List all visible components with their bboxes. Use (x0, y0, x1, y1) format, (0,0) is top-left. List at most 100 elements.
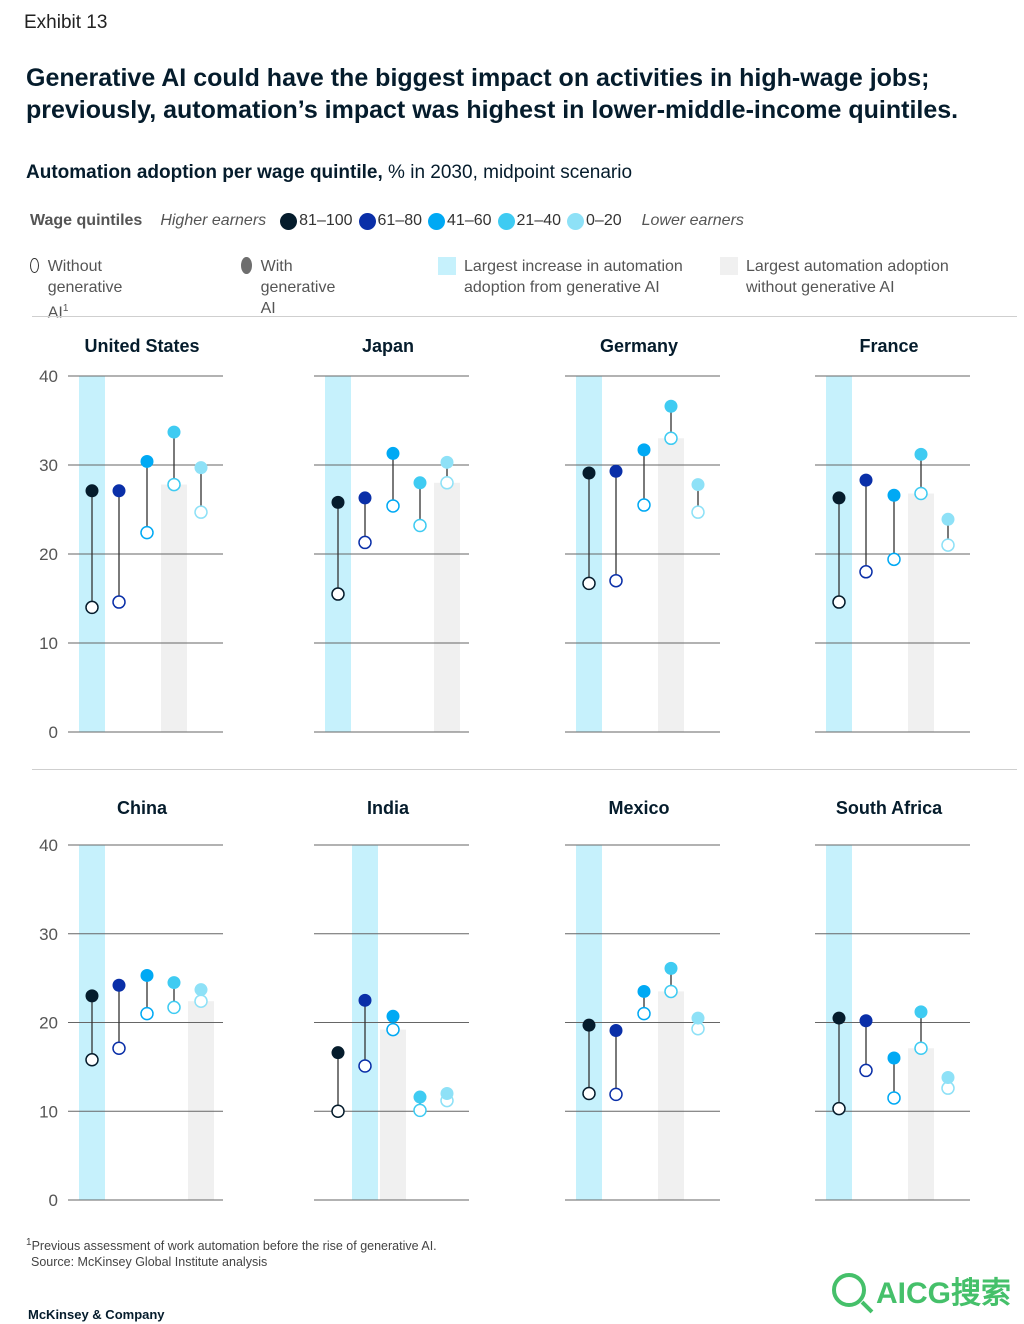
with-genai-point (386, 1009, 400, 1023)
without-genai-point (331, 1104, 345, 1118)
source-text: Source: McKinsey Global Institute analys… (31, 1255, 268, 1270)
panel-title: Germany (600, 336, 678, 356)
divider (32, 769, 1017, 770)
panel-title: India (367, 798, 410, 818)
without-genai-point (832, 1101, 846, 1116)
legend-quintile-label: 21–40 (516, 212, 562, 229)
with-genai-point (386, 446, 400, 460)
filled-circle-icon (241, 257, 252, 274)
with-genai-point (609, 464, 623, 478)
y-tick-label: 30 (39, 925, 58, 944)
legend-quintile-label: 41–60 (447, 212, 492, 229)
without-genai-point (691, 505, 705, 519)
without-genai-point (637, 498, 651, 512)
without-genai-point (941, 538, 955, 552)
brand-logo-text: McKinsey & Company (28, 1307, 165, 1322)
legend-without-genai: Without generative AI1 (30, 256, 129, 323)
with-genai-point (609, 1023, 623, 1037)
with-genai-point (637, 984, 651, 998)
without-genai-point (167, 1000, 181, 1015)
without-genai-point (386, 499, 400, 513)
with-genai-point (331, 1046, 345, 1060)
with-genai-point (140, 968, 154, 982)
footnote-text: 1Previous assessment of work automation … (26, 1237, 437, 1254)
with-genai-point (440, 1087, 454, 1100)
with-genai-point (331, 495, 345, 509)
exhibit-label: Exhibit 13 (24, 12, 108, 33)
without-genai-point (85, 600, 99, 615)
largest-without-band (161, 484, 187, 732)
largest-without-band (434, 482, 460, 732)
legend-largest-without-label: Largest automation adoption without gene… (746, 258, 949, 296)
without-genai-point (887, 1091, 901, 1105)
with-genai-point (413, 476, 427, 490)
panel-title: South Africa (836, 798, 943, 818)
with-genai-point (112, 978, 126, 992)
without-genai-point (331, 587, 345, 601)
quintile-legend: Wage quintiles Higher earners 81–100 61–… (30, 212, 758, 230)
largest-without-band (658, 991, 684, 1200)
with-genai-point (167, 976, 181, 990)
legend-largest-increase: Largest increase in automation adoption … (438, 256, 718, 298)
y-tick-label: 10 (39, 634, 58, 653)
y-tick-label: 20 (39, 545, 58, 564)
with-genai-point (664, 961, 678, 975)
without-genai-point (832, 595, 846, 609)
with-genai-point (112, 484, 126, 498)
without-genai-point (582, 576, 596, 591)
legend-higher-earners: Higher earners (160, 212, 267, 229)
subtitle-rest: % in 2030, midpoint scenario (382, 162, 633, 183)
with-genai-point (582, 466, 596, 480)
without-genai-point (887, 552, 901, 567)
legend-dot-icon (567, 212, 585, 230)
with-genai-point (85, 989, 99, 1003)
gray-square-icon (720, 257, 738, 275)
without-genai-point (140, 525, 154, 540)
with-genai-point (194, 461, 208, 475)
legend-dot-icon (497, 212, 515, 230)
panel-title: Mexico (608, 798, 669, 818)
largest-without-band (908, 1048, 934, 1200)
panel-title: France (859, 336, 918, 356)
without-genai-point (440, 476, 454, 490)
with-genai-point (358, 491, 372, 505)
legend-quintile-label: 0–20 (586, 212, 622, 229)
with-genai-point (859, 473, 873, 487)
legend-quintile-label: 81–100 (299, 212, 353, 229)
with-genai-point (832, 491, 846, 505)
largest-without-band (658, 438, 684, 732)
chart-title: Generative AI could have the biggest imp… (26, 64, 959, 124)
legend-quintile-81-100: 81–100 (280, 212, 353, 230)
y-tick-label: 20 (39, 1014, 58, 1033)
with-genai-point (941, 512, 955, 526)
without-genai-point (859, 1063, 873, 1078)
without-genai-point (194, 505, 208, 519)
with-genai-point (941, 1071, 955, 1085)
watermark-text: AICG搜索 (876, 1277, 1011, 1310)
with-genai-point (832, 1011, 846, 1025)
without-genai-point (914, 1041, 928, 1055)
y-tick-label: 40 (39, 836, 58, 855)
panel-title: China (117, 798, 168, 818)
without-genai-point (609, 1087, 623, 1102)
chart-subtitle: Automation adoption per wage quintile, %… (26, 162, 632, 184)
with-genai-point (194, 983, 208, 997)
y-tick-label: 10 (39, 1102, 58, 1121)
blue-square-icon (438, 257, 456, 275)
open-circle-icon (30, 258, 39, 273)
with-genai-point (85, 484, 99, 498)
with-genai-point (914, 447, 928, 461)
with-genai-point (664, 399, 678, 413)
without-genai-point (167, 477, 181, 492)
panel-title: United States (84, 336, 199, 356)
legend-without-genai-label: Without generative AI1 (47, 258, 123, 322)
with-genai-point (859, 1014, 873, 1028)
without-genai-point (358, 1059, 372, 1073)
without-genai-point (140, 1006, 154, 1021)
without-genai-point (914, 486, 928, 501)
with-genai-point (691, 478, 705, 492)
with-genai-point (358, 993, 372, 1007)
panel-title: Japan (362, 336, 414, 356)
with-genai-point (691, 1011, 705, 1025)
without-genai-point (637, 1006, 651, 1021)
